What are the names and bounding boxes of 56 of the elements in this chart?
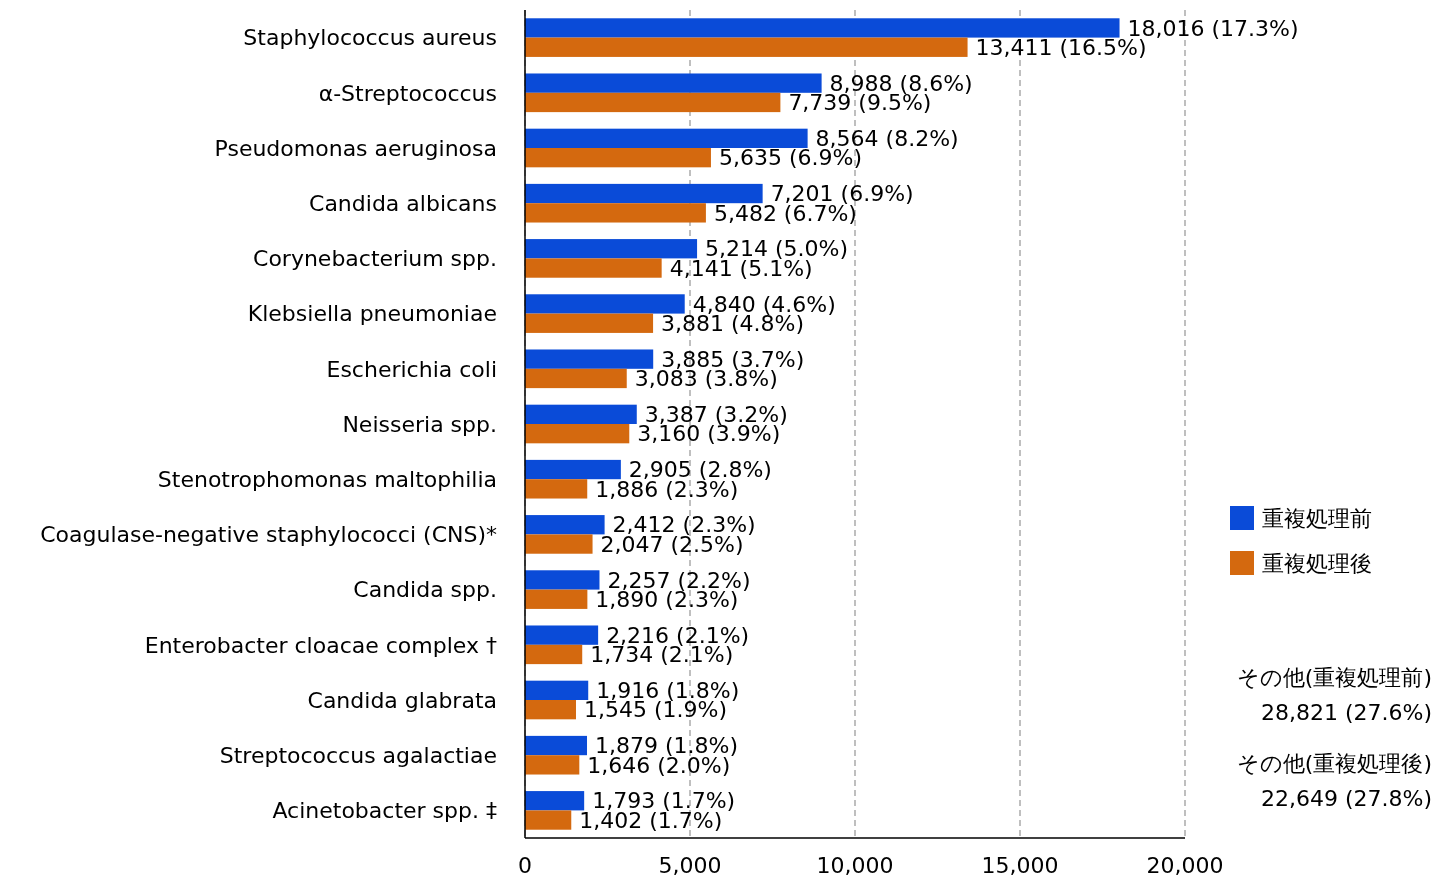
bar xyxy=(525,18,1120,38)
bar xyxy=(525,73,822,93)
x-tick-label: 15,000 xyxy=(981,853,1059,878)
y-tick-label: Streptococcus agalactiae xyxy=(219,742,497,768)
text: 22,649 (27.8%) xyxy=(1260,785,1432,811)
bar xyxy=(525,424,630,444)
x-tick-label: 5,000 xyxy=(658,853,722,878)
bar xyxy=(525,534,593,554)
bar xyxy=(525,128,808,148)
y-tick-label: Corynebacterium spp. xyxy=(253,246,497,272)
y-tick-label: Escherichia coli xyxy=(326,356,497,382)
y-tick-label: Candida glabrata xyxy=(307,687,497,713)
bar xyxy=(525,183,763,204)
y-tick-label: Klebsiella pneumoniae xyxy=(247,301,497,327)
bar xyxy=(525,148,711,168)
bar xyxy=(525,37,968,57)
text: その他(重複処理後) xyxy=(1236,750,1432,776)
bar xyxy=(525,313,654,333)
x-tick-label: 10,000 xyxy=(816,853,894,878)
bar xyxy=(525,349,654,369)
bar xyxy=(525,368,627,389)
y-tick-label: Stenotrophomonas maltophilia xyxy=(157,466,497,492)
bar xyxy=(525,810,572,830)
bar xyxy=(525,791,585,811)
bar xyxy=(525,755,580,775)
y-tick-label: Pseudomonas aeruginosa xyxy=(214,135,497,161)
y-tick-label: Candida albicans xyxy=(309,190,497,216)
y-tick-label: α-Streptococcus xyxy=(318,80,497,106)
bar xyxy=(525,294,685,314)
bar xyxy=(525,203,706,223)
bar xyxy=(525,258,662,278)
y-tick-label: Candida spp. xyxy=(353,577,497,603)
bar xyxy=(525,239,698,259)
bar xyxy=(525,589,588,609)
x-tick-label: 20,000 xyxy=(1146,853,1224,878)
text: 28,821 (27.6%) xyxy=(1260,699,1432,725)
bar xyxy=(525,459,621,480)
legend-label: 重複処理前 xyxy=(1262,505,1372,531)
bar xyxy=(525,680,589,700)
y-tick-label: Neisseria spp. xyxy=(342,411,497,437)
y-tick-label: Enterobacter cloacae complex † xyxy=(144,632,497,658)
legend-label: 重複処理後 xyxy=(1262,550,1372,576)
y-tick-label: Staphylococcus aureus xyxy=(243,25,497,51)
y-tick-label: Coagulase-negative staphylococci (CNS)* xyxy=(40,522,497,548)
bar xyxy=(525,570,600,590)
bar xyxy=(525,735,588,756)
y-tick-label: Acinetobacter spp. ‡ xyxy=(272,798,497,824)
bar xyxy=(525,92,781,113)
bar xyxy=(525,700,576,720)
bar xyxy=(525,625,599,645)
x-tick-label: 0 xyxy=(518,853,532,878)
text: その他(重複処理前) xyxy=(1236,664,1432,690)
bar xyxy=(525,404,637,424)
bar xyxy=(525,515,605,535)
bar xyxy=(525,479,588,499)
bar xyxy=(525,644,583,665)
